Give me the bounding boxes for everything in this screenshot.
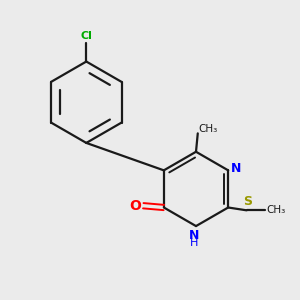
Text: S: S <box>243 195 252 208</box>
Text: N: N <box>189 230 200 242</box>
Text: Cl: Cl <box>80 31 92 41</box>
Text: CH₃: CH₃ <box>267 205 286 214</box>
Text: CH₃: CH₃ <box>199 124 218 134</box>
Text: H: H <box>190 238 198 248</box>
Text: O: O <box>130 199 142 213</box>
Text: N: N <box>231 162 241 175</box>
